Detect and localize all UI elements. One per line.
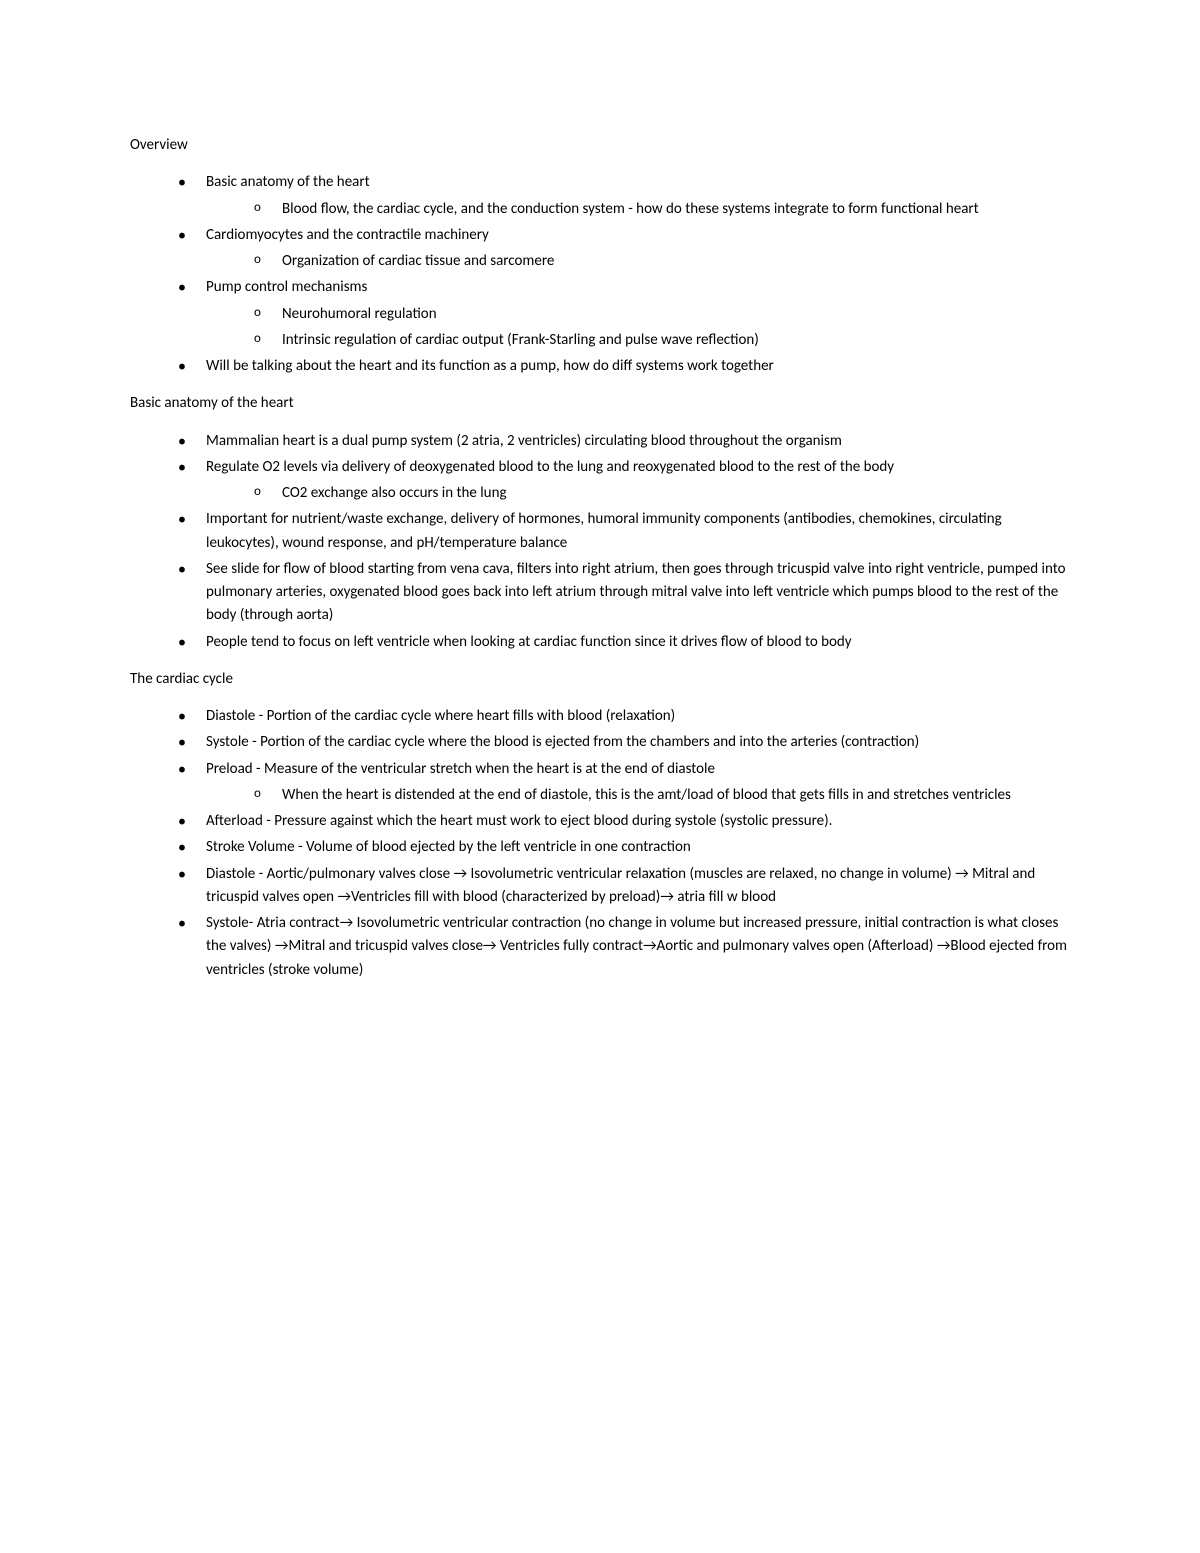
list-item: Pump control mechanisms Neurohumoral regu… [178,276,1070,352]
bullet-list-level-2: Neurohumoral regulation Intrinsic regulat… [206,303,1070,353]
list-item-text: Systole - Portion of the cardiac cycle w… [206,733,919,751]
bullet-list-level-2: When the heart is distended at the end o… [206,784,1070,807]
list-item-text: Afterload - Pressure against which the h… [206,812,832,830]
list-item-text: Neurohumoral regulation [282,305,437,323]
list-item: Intrinsic regulation of cardiac output (… [254,329,1070,352]
section-heading: Basic anatomy of the heart [130,392,1070,415]
section-heading: The cardiac cycle [130,668,1070,691]
list-item: Organization of cardiac tissue and sarco… [254,250,1070,273]
list-item-text: Stroke Volume - Volume of blood ejected … [206,838,691,856]
list-item: CO2 exchange also occurs in the lung [254,482,1070,505]
list-item-text: Preload - Measure of the ventricular str… [206,760,715,778]
list-item: Regulate O2 levels via delivery of deoxy… [178,456,1070,506]
list-item-text: People tend to focus on left ventricle w… [206,633,852,651]
list-item: Mammalian heart is a dual pump system (2… [178,430,1070,453]
bullet-list-level-2: CO2 exchange also occurs in the lung [206,482,1070,505]
list-item: When the heart is distended at the end o… [254,784,1070,807]
list-item-text: Will be talking about the heart and its … [206,357,774,375]
list-item: Systole- Atria contract→ Isovolumetric v… [178,912,1070,982]
list-item-text: CO2 exchange also occurs in the lung [282,484,507,502]
list-item: Diastole - Portion of the cardiac cycle … [178,705,1070,728]
list-item-text: Systole- Atria contract→ Isovolumetric v… [206,914,1067,979]
list-item-text: Pump control mechanisms [206,278,367,296]
bullet-list-level-1: Mammalian heart is a dual pump system (2… [130,430,1070,654]
list-item: Will be talking about the heart and its … [178,355,1070,378]
list-item: People tend to focus on left ventricle w… [178,631,1070,654]
list-item-text: Organization of cardiac tissue and sarco… [282,252,554,270]
list-item: Preload - Measure of the ventricular str… [178,758,1070,808]
bullet-list-level-1: Diastole - Portion of the cardiac cycle … [130,705,1070,982]
list-item-text: Important for nutrient/waste exchange, d… [206,510,1002,551]
list-item: Stroke Volume - Volume of blood ejected … [178,836,1070,859]
bullet-list-level-2: Blood flow, the cardiac cycle, and the c… [206,198,1070,221]
list-item-text: Regulate O2 levels via delivery of deoxy… [206,458,894,476]
list-item: Cardiomyocytes and the contractile machi… [178,224,1070,274]
list-item-text: Basic anatomy of the heart [206,173,370,191]
document-body: Overview Basic anatomy of the heart Blood … [130,134,1070,982]
list-item: Afterload - Pressure against which the h… [178,810,1070,833]
list-item: See slide for flow of blood starting fro… [178,558,1070,628]
list-item-text: Diastole - Portion of the cardiac cycle … [206,707,675,725]
list-item: Important for nutrient/waste exchange, d… [178,508,1070,555]
list-item: Systole - Portion of the cardiac cycle w… [178,731,1070,754]
list-item: Diastole - Aortic/pulmonary valves close… [178,863,1070,910]
section-heading: Overview [130,134,1070,157]
list-item: Basic anatomy of the heart Blood flow, th… [178,171,1070,221]
bullet-list-level-1: Basic anatomy of the heart Blood flow, th… [130,171,1070,378]
list-item: Blood flow, the cardiac cycle, and the c… [254,198,1070,221]
list-item-text: Intrinsic regulation of cardiac output (… [282,331,759,349]
list-item-text: Diastole - Aortic/pulmonary valves close… [206,865,1035,906]
list-item: Neurohumoral regulation [254,303,1070,326]
list-item-text: Blood flow, the cardiac cycle, and the c… [282,200,979,218]
list-item-text: See slide for flow of blood starting fro… [206,560,1065,625]
list-item-text: Cardiomyocytes and the contractile machi… [206,226,489,244]
bullet-list-level-2: Organization of cardiac tissue and sarco… [206,250,1070,273]
list-item-text: Mammalian heart is a dual pump system (2… [206,432,842,450]
list-item-text: When the heart is distended at the end o… [282,786,1011,804]
